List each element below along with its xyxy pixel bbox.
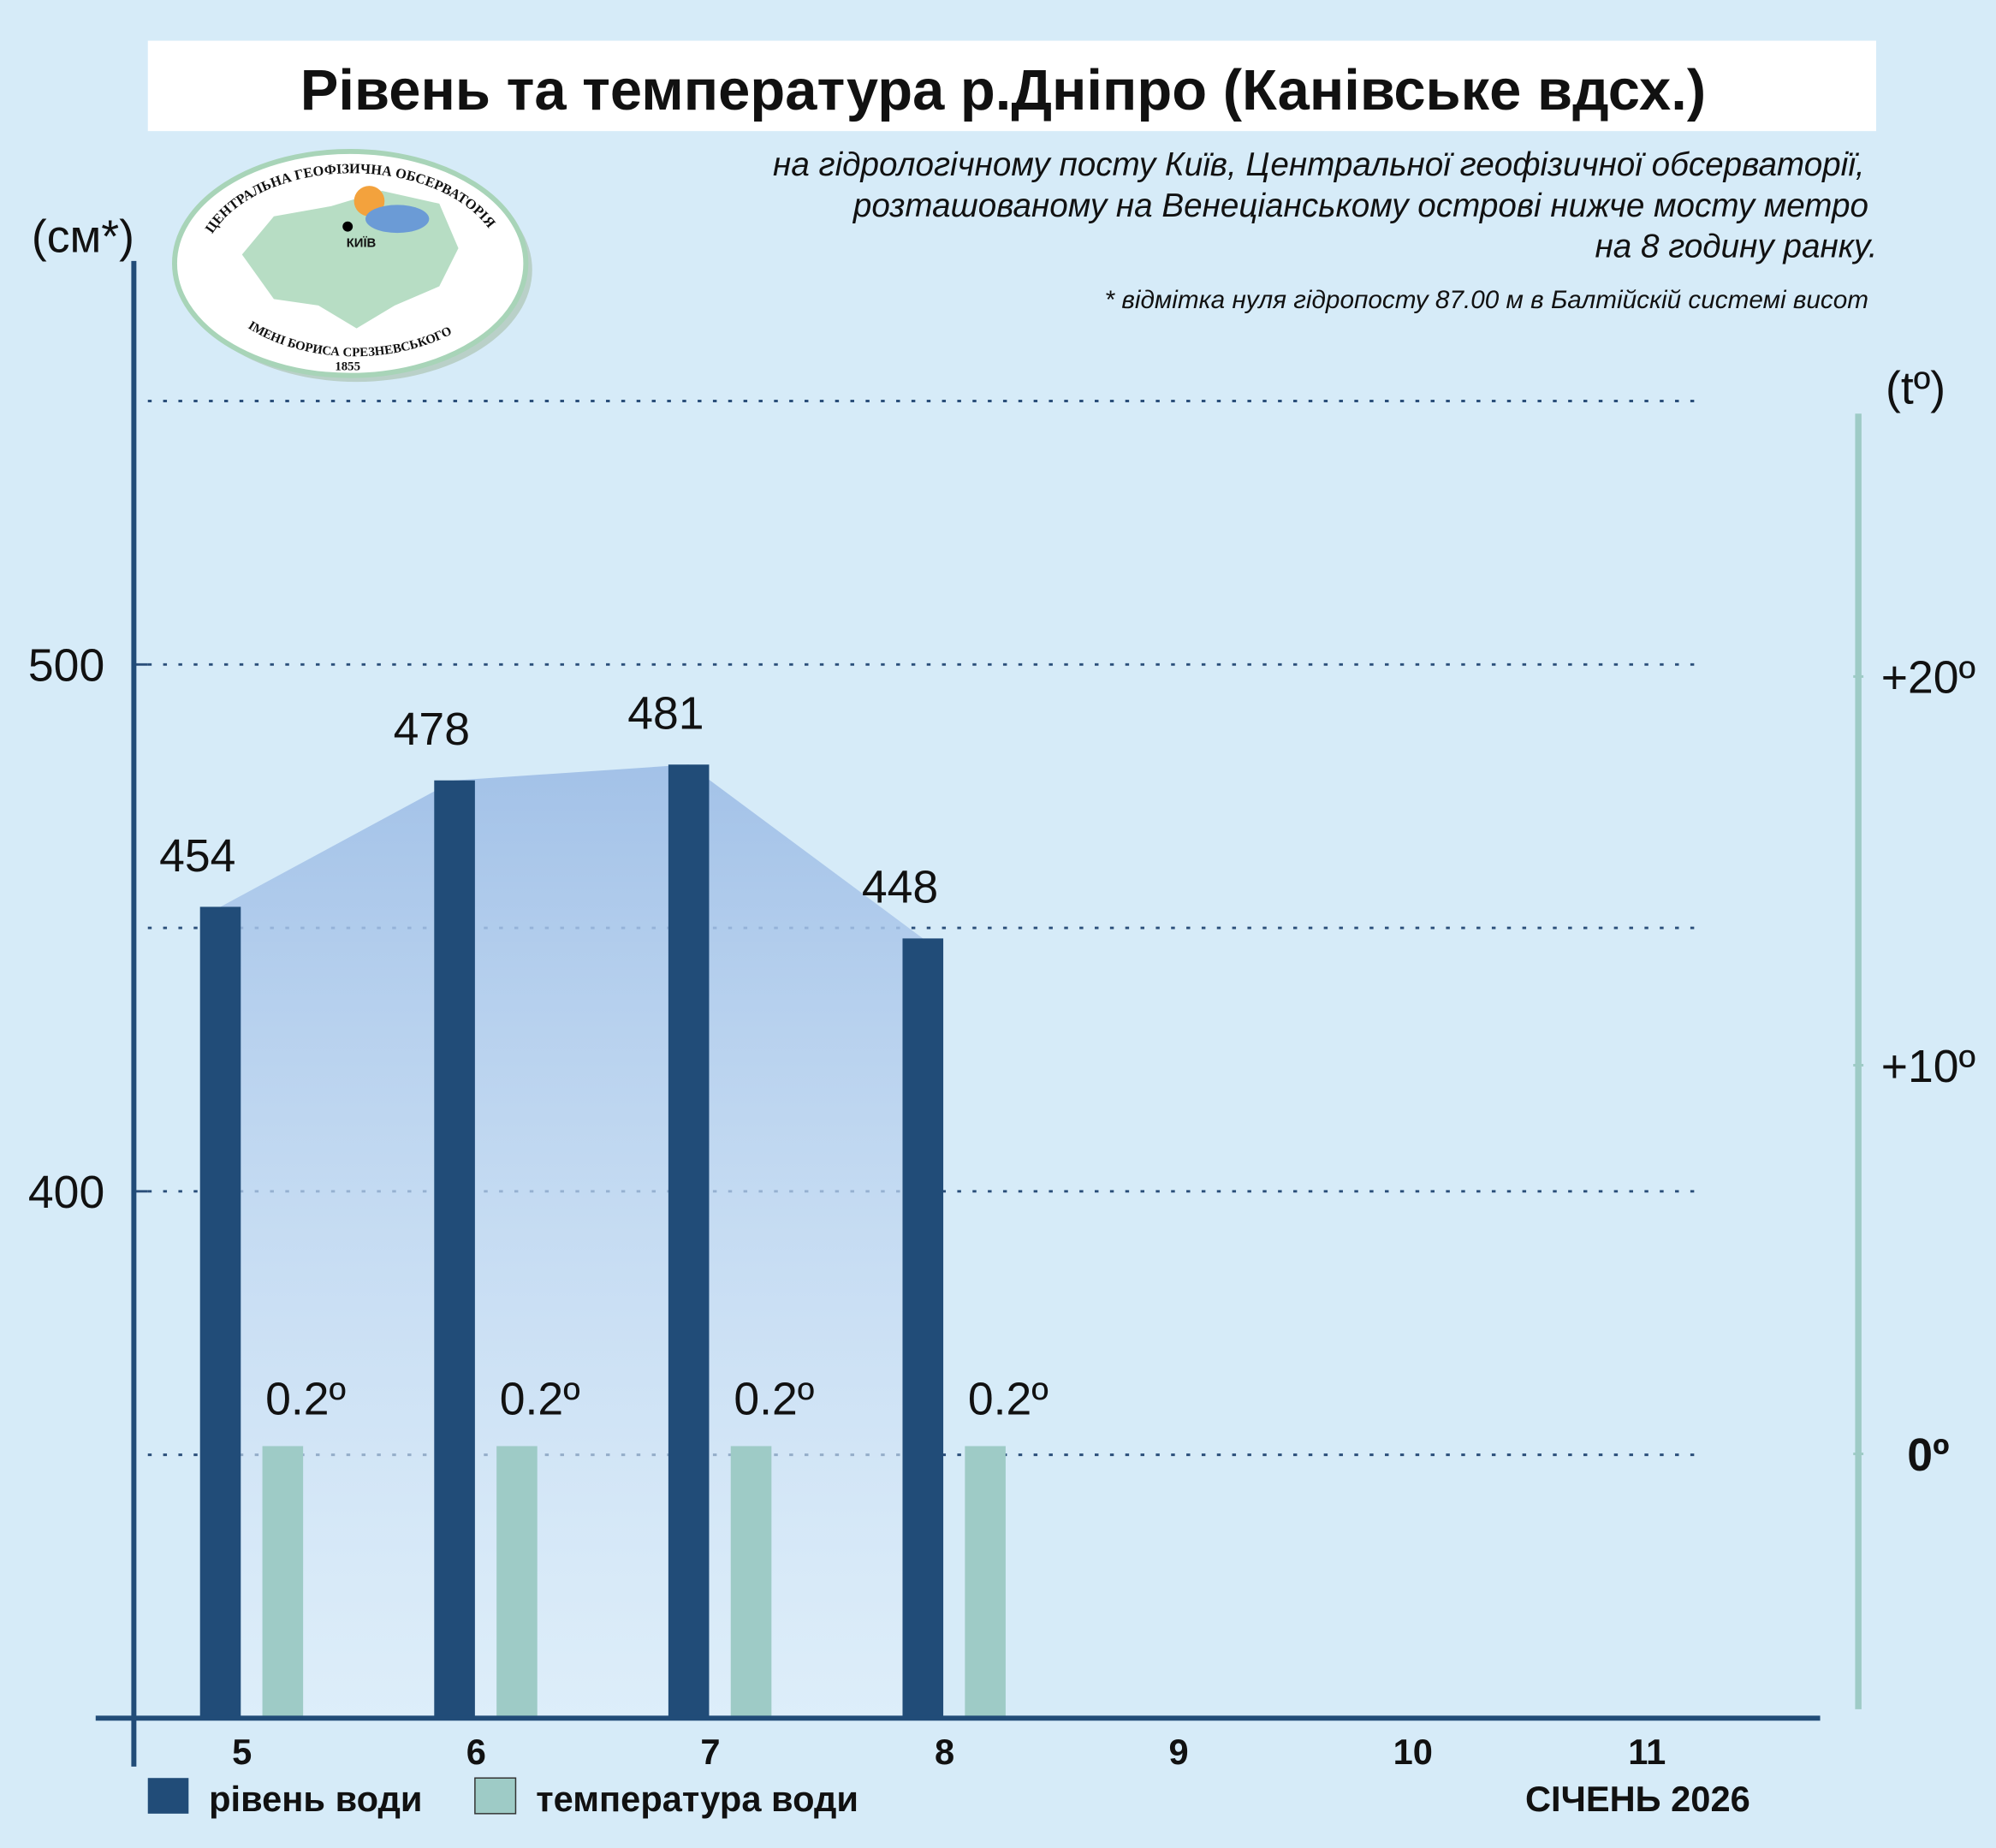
logo-city: КИЇВ: [347, 235, 377, 250]
y2-axis-label: (tº): [1886, 363, 1946, 413]
x-tick-label: 11: [1628, 1732, 1666, 1772]
x-tick-label: 7: [700, 1732, 720, 1772]
logo-cloud: [365, 205, 430, 234]
level-bar: [902, 938, 944, 1719]
x-tick-label: 9: [1169, 1732, 1189, 1772]
value-label: 481: [627, 689, 704, 740]
x-tick-label: 6: [466, 1732, 486, 1772]
legend-label: рівень води: [209, 1779, 422, 1819]
value-label: 0.2º: [734, 1374, 814, 1424]
x-tick-label: 8: [935, 1732, 954, 1772]
y2-tick-label: +20º: [1881, 653, 1975, 704]
legend-swatch: [147, 1778, 189, 1814]
note: * відмітка нуля гідропосту 87.00 м в Бал…: [1105, 286, 1868, 314]
logo: КИЇВ ЦЕНТРАЛЬНА ГЕОФІЗИЧНА ОБСЕРВАТОРІЯ …: [171, 148, 532, 383]
logo-year: 1855: [335, 360, 360, 374]
chart-title: Рівень та температура р.Дніпро (Канівськ…: [300, 58, 1706, 122]
value-label: 454: [159, 831, 235, 882]
subtitle-line: на 8 годину ранку.: [1595, 228, 1877, 264]
subtitle-line: розташованому на Венеціанському острові …: [852, 187, 1868, 224]
legend-label: температура води: [536, 1779, 858, 1819]
subtitle: на гідрологічному посту Київ, Центрально…: [773, 146, 1877, 314]
level-bar: [199, 906, 241, 1719]
value-label: 0.2º: [500, 1374, 580, 1424]
level-bar: [668, 764, 710, 1719]
temperature-bar: [965, 1446, 1006, 1719]
logo-dot: [342, 221, 353, 232]
temperature-bar: [262, 1446, 304, 1719]
y2-tick-label: 0º: [1907, 1430, 1949, 1481]
level-bar: [434, 780, 475, 1719]
value-label: 0.2º: [265, 1374, 346, 1424]
value-label: 448: [862, 863, 938, 913]
x-axis-label: СІЧЕНЬ 2026: [1525, 1779, 1750, 1819]
y-tick-label: 500: [28, 641, 104, 692]
value-label: 478: [394, 704, 470, 755]
subtitle-line: на гідрологічному посту Київ, Центрально…: [773, 146, 1865, 183]
legend-swatch: [474, 1777, 517, 1815]
value-label: 0.2º: [968, 1374, 1048, 1424]
level-area: [220, 764, 924, 1719]
title-box: [147, 40, 1876, 132]
y-axis-label: (см*): [32, 211, 134, 262]
x-tick-label: 10: [1393, 1732, 1433, 1772]
y2-tick-label: +10º: [1881, 1042, 1975, 1092]
temperature-bar: [730, 1446, 772, 1719]
plot: 400 500 +20º +10º 0º 454 478 481 448 0.2º 0.2º 0.2º…: [28, 260, 1975, 1819]
y-tick-label: 400: [28, 1168, 104, 1218]
x-tick-label: 5: [232, 1732, 252, 1772]
temperature-bar: [496, 1446, 538, 1719]
